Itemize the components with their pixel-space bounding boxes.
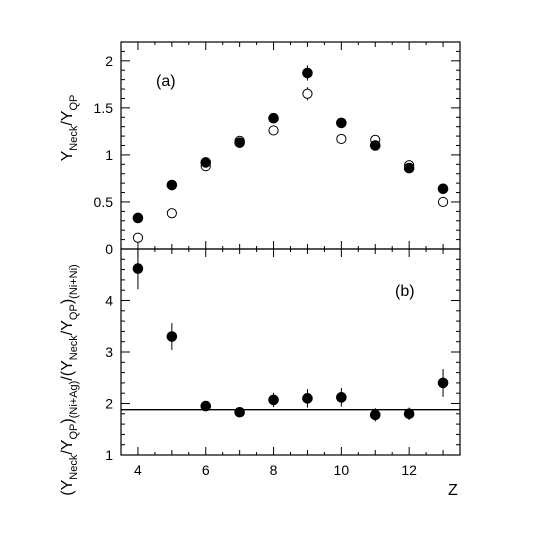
yb-sub5: QP [68, 304, 80, 320]
x-tick-label: 6 [202, 462, 210, 478]
y-tick-label: 0.5 [94, 194, 114, 210]
data-point-filled [302, 67, 313, 79]
data-point-filled [336, 392, 347, 403]
data-point-filled [234, 137, 245, 148]
yb-sub1: Neck [68, 454, 80, 480]
data-point-open [437, 196, 449, 208]
data-point-filled [403, 408, 415, 420]
data-point-filled [166, 179, 178, 191]
x-axis-title: Z [448, 482, 458, 499]
data-point-filled [403, 162, 415, 174]
data-point-filled [166, 331, 178, 342]
y-tick-label: 2 [105, 53, 113, 69]
x-tick-label: 8 [270, 462, 278, 478]
data-point-filled [302, 393, 313, 404]
yb-sub3: (Ni+Ag) [68, 381, 80, 419]
ya-sub2: QP [68, 95, 80, 111]
data-point-filled [200, 400, 212, 412]
data-point-open [132, 232, 144, 243]
data-point-filled [132, 263, 144, 274]
panel-a-marks [132, 65, 449, 243]
yb-part6: ) [59, 299, 76, 304]
x-tick-label: 4 [134, 462, 142, 478]
data-point-filled [234, 406, 245, 418]
yb-part3: ) [59, 418, 76, 423]
ya-main: Y [59, 150, 76, 161]
panel-b-frame [120, 248, 461, 456]
yb-part4: /(Y [59, 360, 76, 381]
panel-b-y-axis-title: (YNeck/YQP)(Ni+Ag)/(YNeck/YQP)(Ni+Ni) [59, 264, 80, 495]
yb-sub4: Neck [68, 335, 80, 361]
x-tick-label: 12 [401, 462, 417, 478]
panel-a-axes: 0 0.5 1 1.5 2 [94, 41, 460, 257]
data-point-filled [369, 409, 381, 421]
data-point-open [166, 208, 177, 219]
data-point-filled [268, 394, 279, 406]
y-tick-label: 1 [105, 147, 113, 163]
data-point-filled [369, 140, 381, 151]
data-point-open [302, 88, 313, 99]
yb-sub2: QP [68, 424, 80, 440]
ya-mid: /Y [59, 110, 76, 125]
data-point-filled [200, 157, 212, 168]
panel-a-y-axis-title: YNeck/YQP [59, 95, 80, 162]
yb-part1: (Y [59, 479, 76, 495]
panel-b-marks [121, 247, 460, 422]
x-tick-label: 10 [334, 462, 350, 478]
data-point-filled [437, 183, 449, 195]
yb-part5: /Y [59, 320, 76, 335]
data-point-open [268, 125, 279, 136]
yb-sub6: (Ni+Ni) [68, 264, 80, 299]
y-tick-label: 1 [105, 447, 113, 463]
yb-part2: /Y [59, 439, 76, 454]
y-tick-label: 0 [105, 241, 113, 257]
y-tick-label: 3 [105, 344, 113, 360]
data-point-open [336, 133, 347, 145]
y-tick-label: 2 [105, 396, 113, 412]
panel-a-label: (a) [156, 73, 176, 90]
ya-sub: Neck [68, 125, 80, 151]
panel-b-label: (b) [395, 283, 415, 300]
data-point-filled [268, 112, 279, 124]
data-point-filled [132, 212, 144, 224]
data-point-filled [336, 117, 347, 129]
y-tick-label: 4 [105, 293, 113, 309]
data-point-filled [437, 377, 449, 389]
y-tick-label: 1.5 [94, 100, 114, 116]
